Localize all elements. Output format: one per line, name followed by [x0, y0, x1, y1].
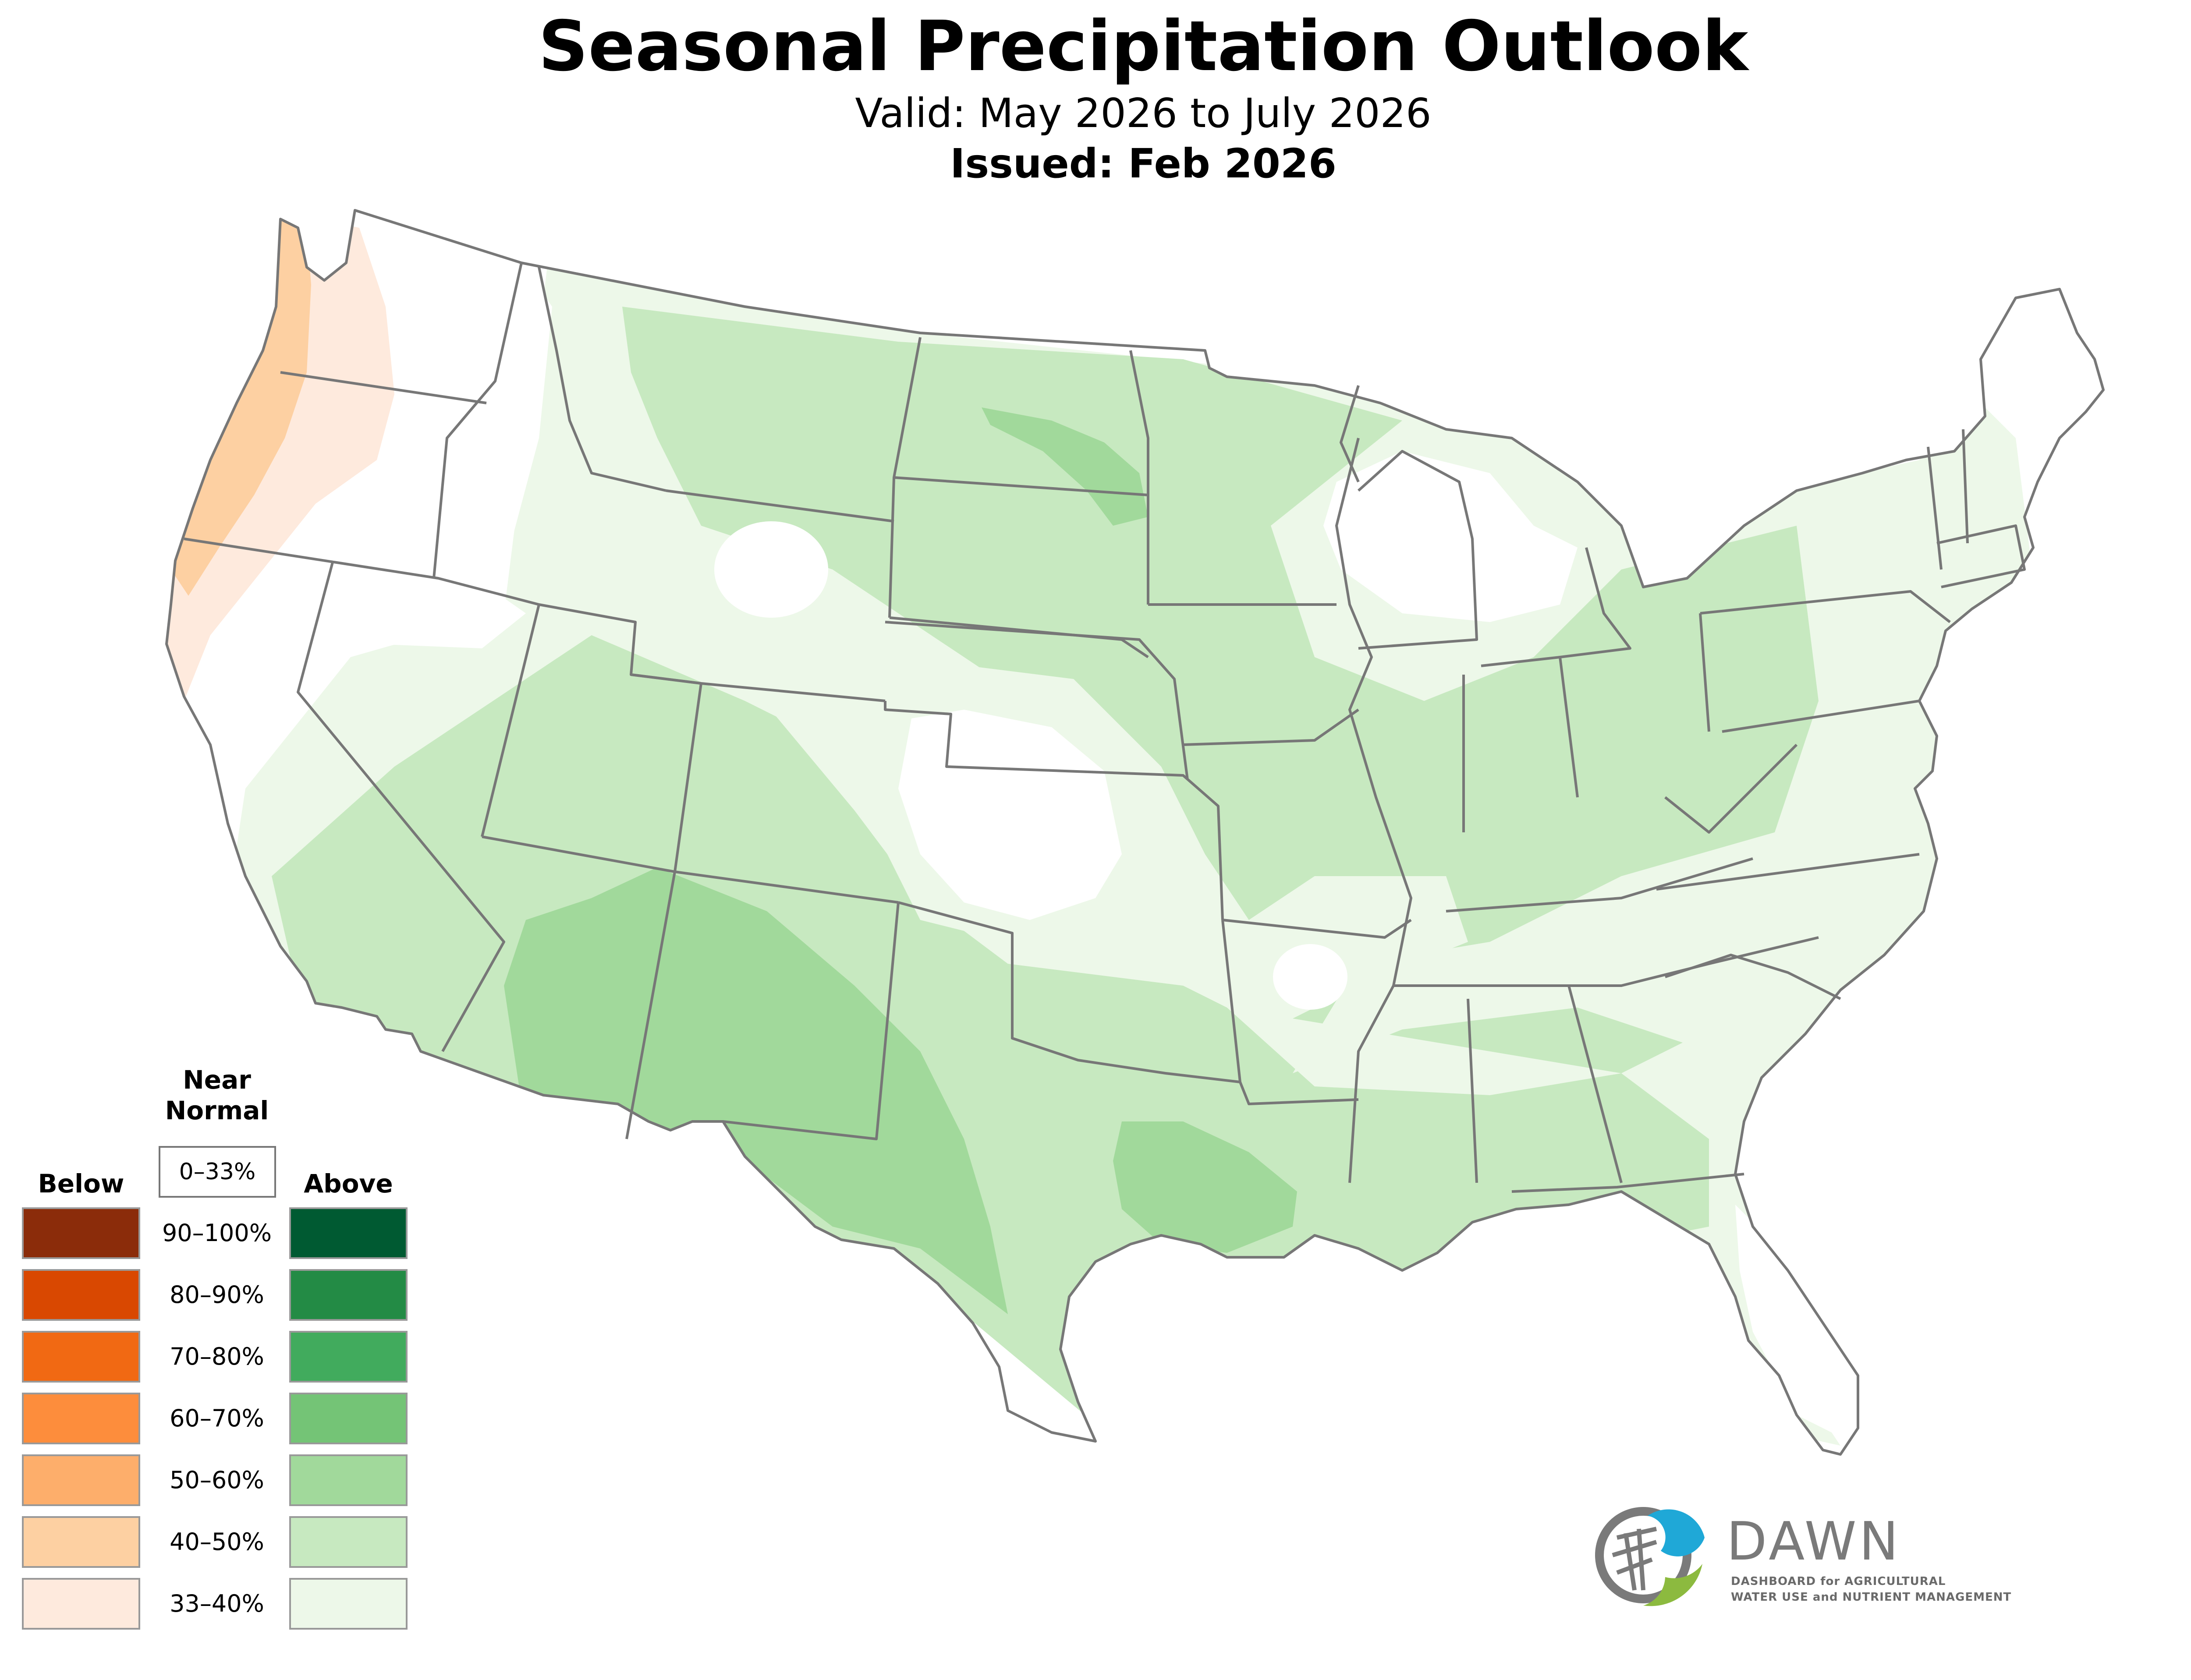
legend-swatch-above-6 [289, 1578, 408, 1630]
legend-near-label: Near [183, 1065, 251, 1095]
boundary-wv-va [1664, 743, 1798, 834]
legend-range-label: 70–80% [170, 1343, 264, 1370]
dawn-tagline-line2: WATER USE and NUTRIENT MANAGEMENT [1731, 1591, 2012, 1604]
legend-swatch-below-6 [22, 1578, 140, 1630]
legend-swatch-above-1 [289, 1269, 408, 1321]
boundary-tn [1393, 936, 1819, 987]
dawn-logo-tagline: DASHBOARD for AGRICULTURAL WATER USE and… [1731, 1574, 2011, 1605]
map-issued-date: Issued: Feb 2026 [950, 140, 1337, 187]
boundary-ar-la [1239, 1081, 1359, 1105]
boundary-az-nm [625, 871, 676, 1139]
boundary-sc [1665, 954, 1841, 1000]
boundary-wa-or [280, 371, 487, 404]
boundary-nd-sd [893, 476, 1149, 496]
legend-range-label: 33–40% [170, 1590, 264, 1617]
boundary-in-oh [1559, 657, 1579, 798]
legend-range-label: 90–100% [162, 1219, 272, 1247]
near-normal-kansas [898, 710, 1122, 920]
above-50-60-southwest [504, 867, 1008, 1314]
legend-swatch-above-2 [289, 1331, 408, 1383]
legend-range-label: 40–50% [170, 1528, 264, 1556]
legend-swatch-below-3 [22, 1393, 140, 1444]
near-normal-arkansas [1273, 944, 1347, 1010]
near-normal-wisconsin [1323, 451, 1578, 622]
dawn-logo-icon [1595, 1507, 1705, 1606]
legend-swatch-above-5 [289, 1516, 408, 1568]
legend-swatch-above-3 [289, 1393, 408, 1444]
state-boundaries [167, 210, 2103, 1454]
boundary-al-ga [1567, 985, 1623, 1183]
boundary-nc-va [1656, 853, 1920, 891]
legend-swatch-below-5 [22, 1516, 140, 1568]
near-normal-wyoming [714, 521, 828, 618]
boundary-wi-mn [1340, 385, 1360, 483]
boundary-dakotas-mn [1129, 350, 1149, 605]
boundary-ia-mo [1183, 708, 1359, 746]
boundary-mississippi-river [1335, 438, 1412, 1183]
above-33-40-southeast [1227, 1008, 1709, 1139]
boundary-oh-pa [1699, 613, 1710, 732]
boundary-ne-ks [885, 621, 1189, 780]
legend-swatch-below-4 [22, 1454, 140, 1506]
boundary-mi-wi [1357, 450, 1478, 650]
boundary-mo-ar [1222, 919, 1412, 939]
boundary-new-england [1936, 524, 2026, 588]
near-normal-northwest [342, 219, 552, 591]
legend-swatch-below-1 [22, 1269, 140, 1321]
above-50-60-north-dakota [982, 407, 1148, 526]
boundary-ga-fl [1511, 1173, 1744, 1193]
below-33-40-pacific-northwest [167, 210, 394, 701]
legend-near-normal-range: 0–33% [159, 1146, 276, 1198]
legend-swatch-above-4 [289, 1454, 408, 1506]
boundary-vt-nh [1962, 429, 1969, 544]
boundary-pa-ny [1700, 590, 1951, 623]
legend-swatch-above-0 [289, 1207, 408, 1259]
legend-near-normal-heading: Near Normal [145, 1065, 289, 1126]
boundary-md-pa [1722, 700, 1920, 733]
boundary-tx-nm [723, 902, 900, 1140]
map-title: Seasonal Precipitation Outlook [539, 6, 1750, 87]
legend-range-label: 50–60% [170, 1466, 264, 1494]
boundary-ca-nv [297, 560, 505, 1052]
boundary-sd-ne [889, 616, 1149, 658]
boundary-or-ca-nv [184, 538, 539, 606]
legend-below-heading: Below [38, 1169, 124, 1199]
boundary-mt-wy [666, 489, 894, 523]
boundary-nv-ut [481, 604, 540, 837]
boundary-or-id [433, 262, 523, 579]
legend-range-label: 80–90% [170, 1281, 264, 1309]
boundary-ms-al [1467, 998, 1478, 1183]
near-normal-florida [1735, 1205, 1858, 1446]
map-valid-period: Valid: May 2026 to July 2026 [855, 90, 1431, 137]
legend-swatch-below-2 [22, 1331, 140, 1383]
dawn-tagline-line1: DASHBOARD for AGRICULTURAL [1731, 1575, 1946, 1588]
legend-range-label: 60–70% [170, 1404, 264, 1432]
boundary-ny-ne [1927, 446, 1943, 570]
boundary-co-ks [884, 701, 1224, 920]
above-50-60-east-texas [1113, 1121, 1297, 1253]
legend-above-heading: Above [304, 1169, 393, 1199]
dawn-logo-wordmark: DAWN [1727, 1511, 1901, 1572]
legend-normal-label: Normal [165, 1096, 269, 1125]
boundary-michigan [1481, 547, 1631, 667]
boundary-ut-az [482, 835, 675, 873]
boundary-ky-tn [1446, 857, 1753, 913]
boundary-id-mt-wy [538, 267, 667, 492]
legend-swatch-below-0 [22, 1207, 140, 1259]
